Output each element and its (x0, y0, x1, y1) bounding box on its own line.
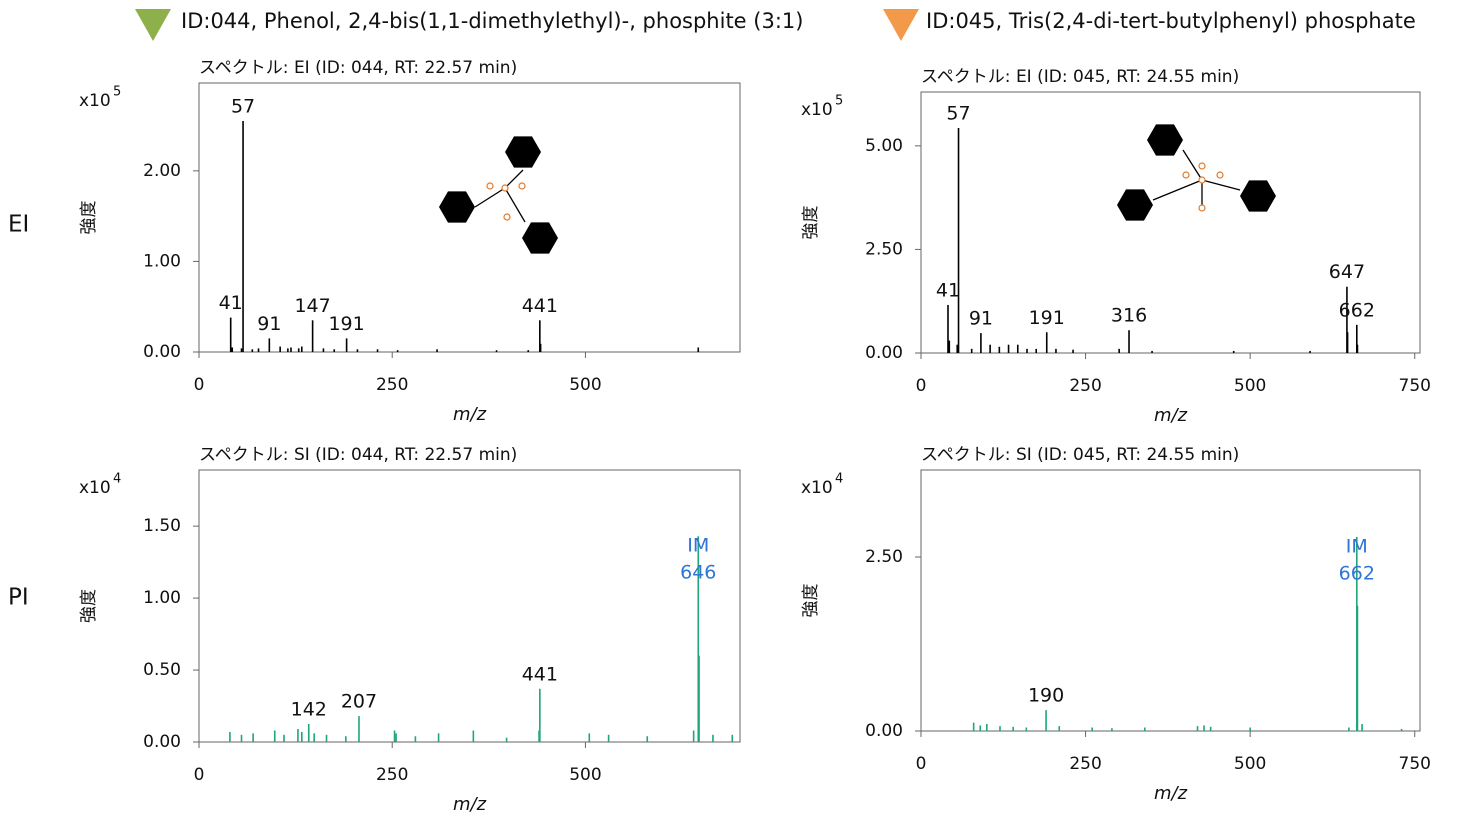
y-tick-label: 2.50 (865, 547, 903, 567)
x-tick-label: 500 (569, 765, 601, 785)
peak-label: 57 (231, 96, 255, 118)
ion-mass-label: 662 (1339, 562, 1375, 584)
x-tick-label: 0 (916, 754, 927, 774)
peak-label: 441 (522, 295, 558, 317)
plot-frame (198, 82, 741, 353)
x-tick-label: 0 (194, 765, 205, 785)
y-tick-label: 1.00 (143, 588, 181, 608)
y-tick-label: 2.50 (865, 239, 903, 259)
peak-label: 191 (328, 313, 364, 335)
chart-title: スペクトル: SI (ID: 045, RT: 24.55 min) (921, 445, 1239, 465)
y-tick-label: 2.00 (143, 161, 181, 181)
row-label: PI (8, 585, 29, 611)
peak-label: 441 (522, 663, 558, 685)
y-scale-exponent: 5 (113, 85, 121, 100)
plot-frame (198, 469, 741, 743)
peak-label: 41 (219, 292, 243, 314)
row-label: EI (8, 212, 29, 238)
peak-label: 41 (936, 279, 960, 301)
y-tick-label: 0.00 (143, 342, 181, 362)
header-marker (135, 9, 171, 41)
peak-label: 190 (1028, 685, 1064, 707)
structure-phosphite (439, 110, 558, 280)
peak-label: 147 (294, 295, 330, 317)
ion-label: IM (687, 535, 709, 557)
x-tick-label: 250 (1069, 376, 1101, 396)
y-tick-label: 0.00 (865, 343, 903, 363)
peak-label: 647 (1329, 261, 1365, 283)
y-scale-exponent: 4 (835, 472, 843, 487)
chart-title: スペクトル: EI (ID: 045, RT: 24.55 min) (921, 67, 1239, 87)
peak-label: 142 (291, 699, 327, 721)
chart-title: スペクトル: SI (ID: 044, RT: 22.57 min) (199, 445, 517, 465)
y-scale-exponent: 4 (113, 472, 121, 487)
x-tick-label: 500 (569, 375, 601, 395)
x-tick-label: 250 (1069, 754, 1101, 774)
y-axis-label: 強度 (801, 584, 821, 618)
header-text: ID:044, Phenol, 2,4-bis(1,1-dimethylethy… (181, 9, 803, 33)
plot-frame (920, 469, 1421, 732)
x-axis-label: m/z (453, 404, 487, 425)
y-tick-label: 1.50 (143, 516, 181, 536)
x-tick-label: 0 (916, 376, 927, 396)
chart-title: スペクトル: EI (ID: 044, RT: 22.57 min) (199, 58, 517, 78)
peak-label: 316 (1111, 305, 1147, 327)
x-tick-label: 0 (194, 375, 205, 395)
y-tick-label: 1.00 (143, 251, 181, 271)
y-tick-label: 0.00 (143, 732, 181, 752)
peak-label: 207 (341, 691, 377, 713)
structure-phosphate (1117, 98, 1276, 247)
y-scale-label: x10 (801, 100, 833, 120)
x-tick-label: 750 (1399, 754, 1431, 774)
y-axis-label: 強度 (79, 589, 99, 623)
y-scale-label: x10 (79, 478, 111, 498)
y-tick-label: 0.50 (143, 660, 181, 680)
y-scale-exponent: 5 (835, 94, 843, 109)
header-text: ID:045, Tris(2,4-di-tert-butylphenyl) ph… (926, 9, 1416, 33)
x-tick-label: 250 (376, 765, 408, 785)
y-scale-label: x10 (801, 478, 833, 498)
plot-frame (920, 91, 1421, 354)
header-marker (883, 9, 919, 41)
y-scale-label: x10 (79, 91, 111, 111)
x-tick-label: 500 (1234, 376, 1266, 396)
y-axis-label: 強度 (801, 206, 821, 240)
x-tick-label: 500 (1234, 754, 1266, 774)
peak-label: 191 (1029, 307, 1065, 329)
x-axis-label: m/z (1154, 783, 1188, 804)
ion-label: IM (1346, 535, 1368, 557)
y-tick-label: 5.00 (865, 136, 903, 156)
ion-mass-label: 646 (680, 562, 716, 584)
x-axis-label: m/z (453, 794, 487, 815)
y-tick-label: 0.00 (865, 721, 903, 741)
x-axis-label: m/z (1154, 405, 1188, 426)
peak-label: 662 (1339, 299, 1375, 321)
x-tick-label: 750 (1399, 376, 1431, 396)
peak-label: 91 (257, 313, 281, 335)
y-axis-label: 強度 (79, 201, 99, 235)
x-tick-label: 250 (376, 375, 408, 395)
peak-label: 91 (969, 308, 993, 330)
peak-label: 57 (946, 103, 970, 125)
